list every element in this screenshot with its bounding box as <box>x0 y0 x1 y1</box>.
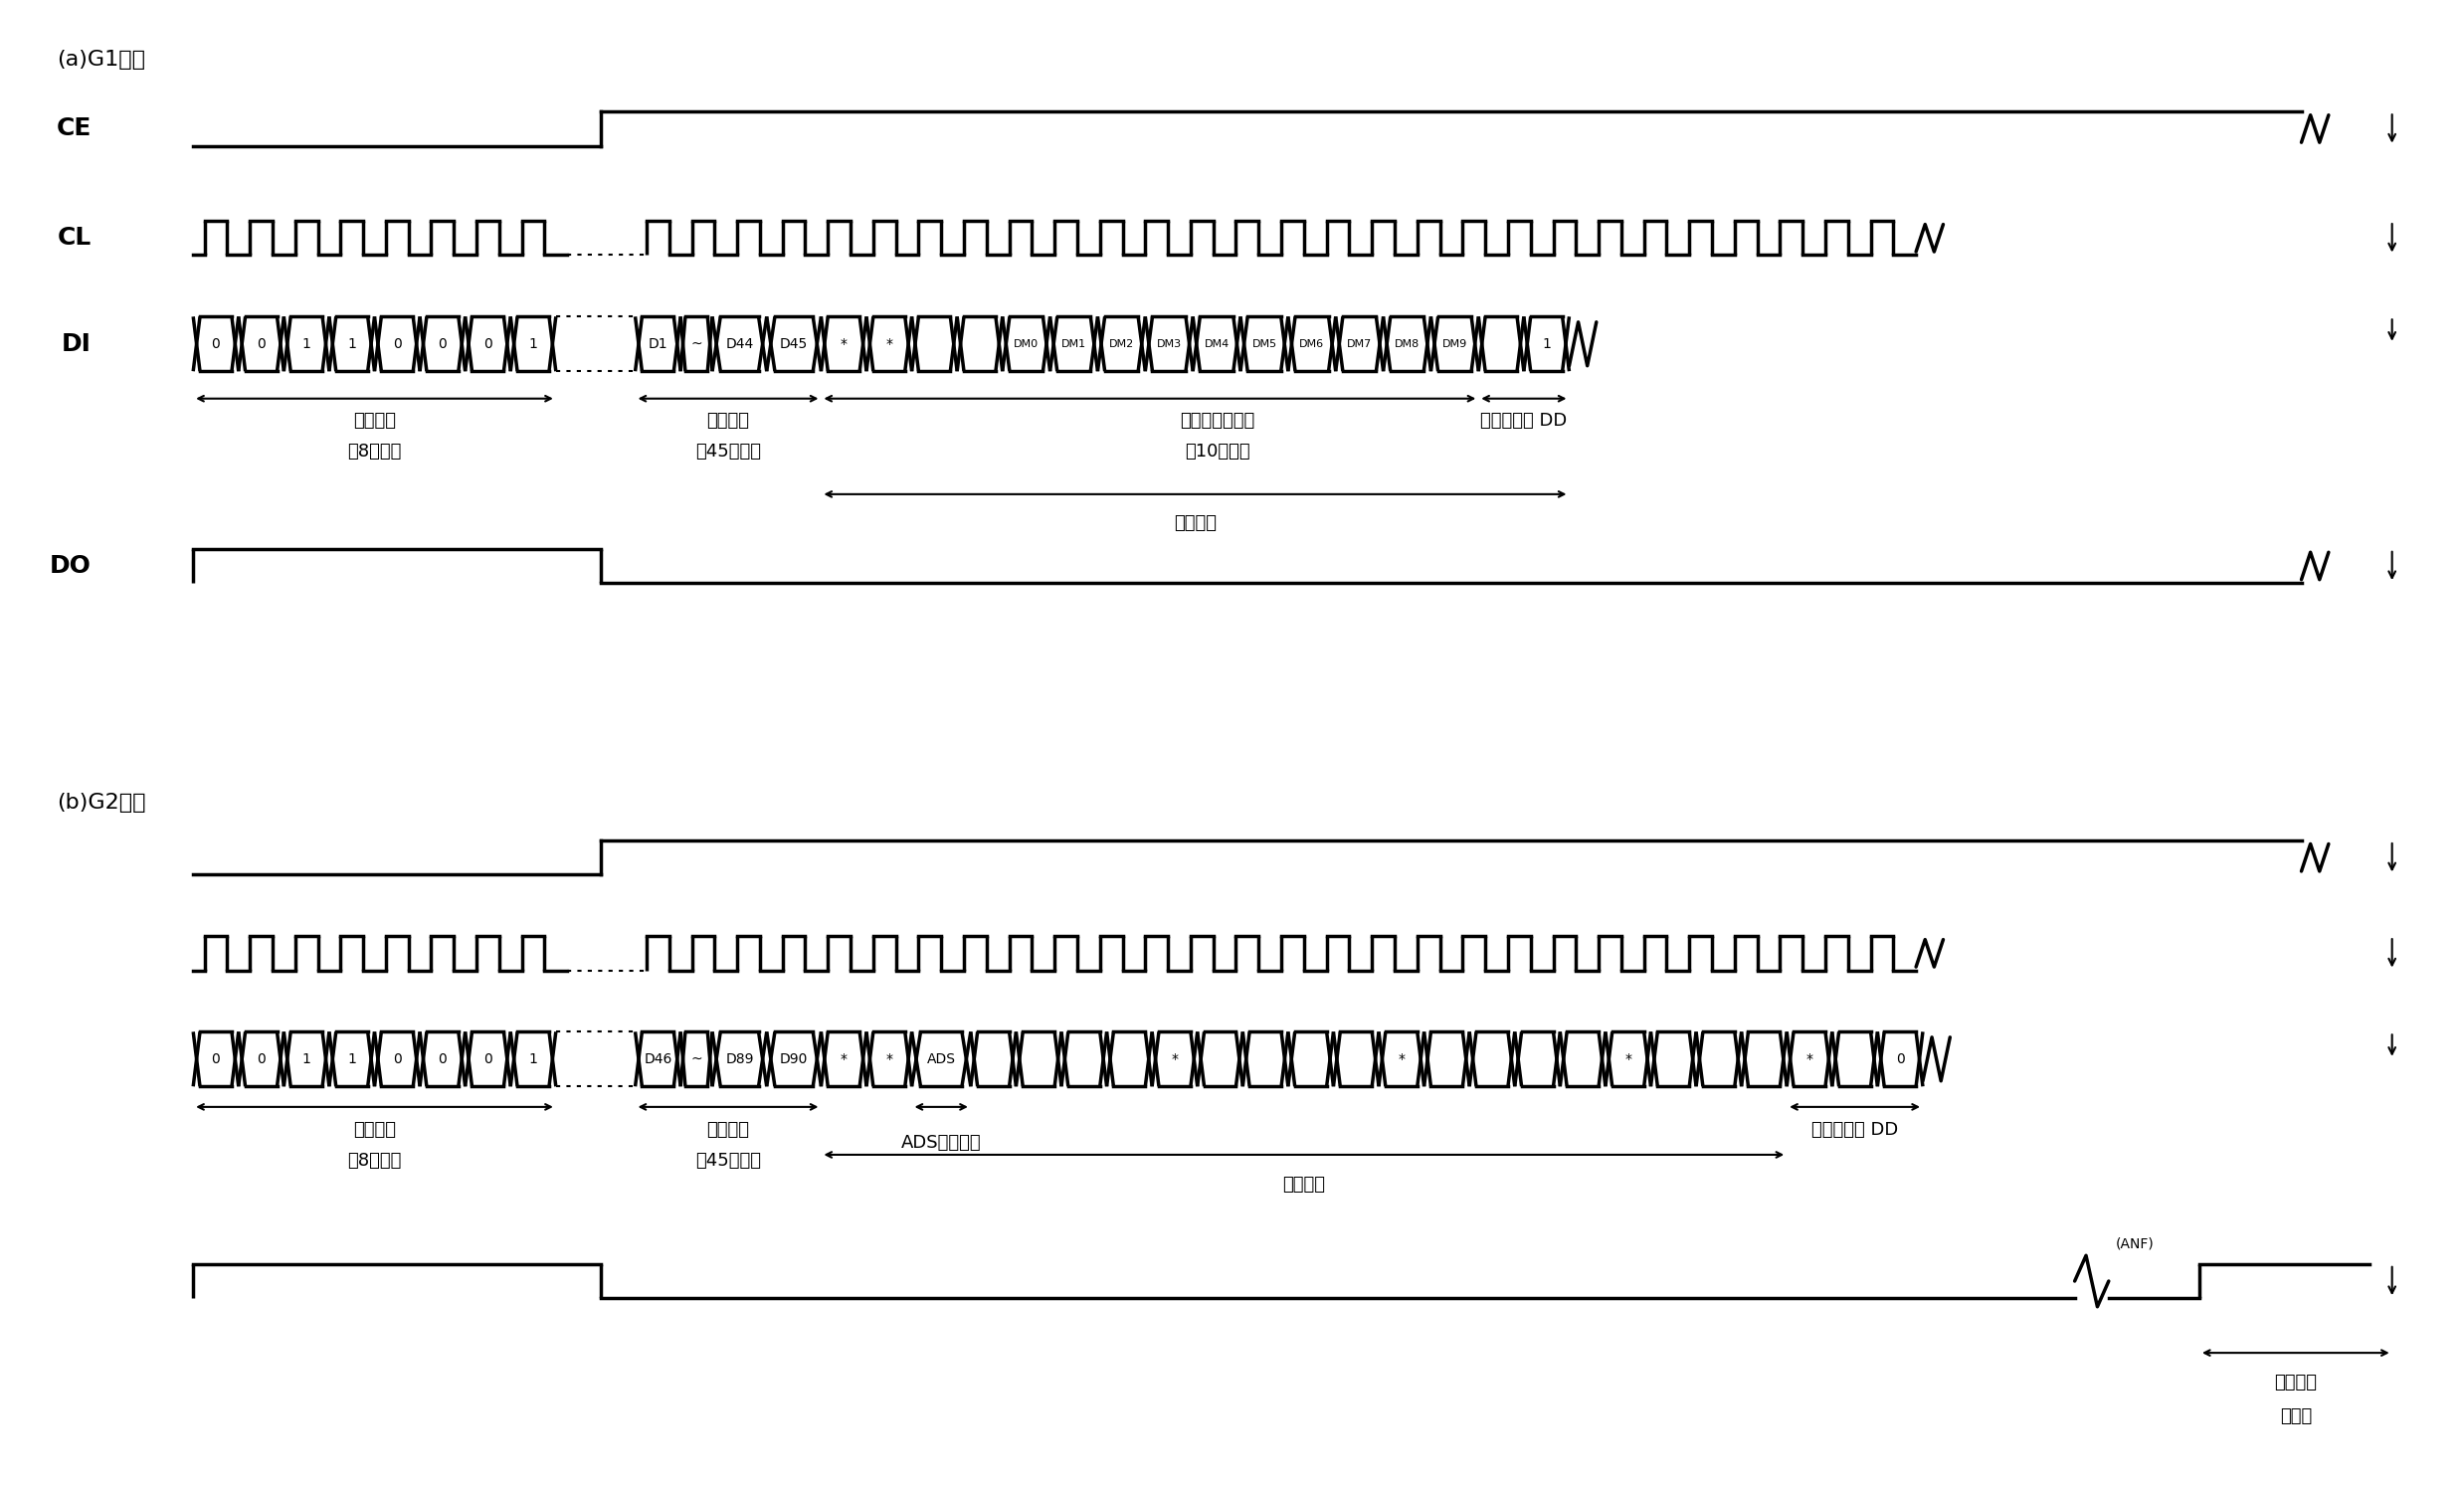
Text: DM3: DM3 <box>1156 339 1183 349</box>
Text: 0: 0 <box>256 1053 266 1066</box>
Text: CL: CL <box>57 226 91 249</box>
Text: D90: D90 <box>779 1053 808 1066</box>
Text: DM5: DM5 <box>1252 339 1276 349</box>
Text: *: * <box>1397 1053 1404 1066</box>
Text: DM4: DM4 <box>1205 339 1230 349</box>
Text: CE: CE <box>57 117 91 141</box>
Text: *: * <box>1624 1053 1631 1066</box>
Text: 0: 0 <box>256 337 266 350</box>
Text: 控制数据: 控制数据 <box>1284 1175 1326 1192</box>
Text: 1: 1 <box>347 337 357 350</box>
Text: DM7: DM7 <box>1348 339 1372 349</box>
Text: 0: 0 <box>392 337 402 350</box>
Text: （8比特）: （8比特） <box>347 1151 402 1169</box>
Text: *: * <box>1170 1053 1178 1066</box>
Text: 的检测: 的检测 <box>2279 1408 2311 1426</box>
Text: DI: DI <box>62 333 91 356</box>
Text: 栅格标识符 DD: 栅格标识符 DD <box>1811 1121 1897 1139</box>
Text: 0: 0 <box>439 337 446 350</box>
Text: 1: 1 <box>347 1053 357 1066</box>
Text: 0: 0 <box>483 337 493 350</box>
Text: 0: 0 <box>392 1053 402 1066</box>
Text: 总线地址: 总线地址 <box>352 413 397 431</box>
Text: 0: 0 <box>1895 1053 1905 1066</box>
Text: DO: DO <box>49 554 91 578</box>
Text: 0: 0 <box>212 1053 219 1066</box>
Text: （45比特）: （45比特） <box>695 443 761 460</box>
Text: ~: ~ <box>690 1053 702 1066</box>
Text: D1: D1 <box>648 337 668 350</box>
Text: *: * <box>885 337 892 350</box>
Text: DM9: DM9 <box>1441 339 1466 349</box>
Text: *: * <box>840 1053 848 1066</box>
Text: *: * <box>1806 1053 1814 1066</box>
Text: DM8: DM8 <box>1395 339 1419 349</box>
Text: D46: D46 <box>643 1053 673 1066</box>
Text: 1: 1 <box>303 1053 310 1066</box>
Text: 1: 1 <box>1542 337 1550 350</box>
Text: DM0: DM0 <box>1013 339 1040 349</box>
Text: 1: 1 <box>530 337 537 350</box>
Text: 1: 1 <box>303 337 310 350</box>
Text: DM1: DM1 <box>1062 339 1087 349</box>
Text: （8比特）: （8比特） <box>347 443 402 460</box>
Text: 0: 0 <box>483 1053 493 1066</box>
Text: 栅格标识符 DD: 栅格标识符 DD <box>1481 413 1567 431</box>
Text: (ANF): (ANF) <box>2117 1237 2154 1250</box>
Text: (b)G2序列: (b)G2序列 <box>57 793 145 812</box>
Text: D89: D89 <box>724 1053 754 1066</box>
Text: ADS设置数据: ADS设置数据 <box>902 1135 981 1152</box>
Text: D45: D45 <box>779 337 808 350</box>
Text: *: * <box>885 1053 892 1066</box>
Text: 显示数据: 显示数据 <box>707 413 749 431</box>
Text: 总线地址: 总线地址 <box>352 1121 397 1139</box>
Text: DM6: DM6 <box>1299 339 1323 349</box>
Text: DM2: DM2 <box>1109 339 1133 349</box>
Text: 0: 0 <box>212 337 219 350</box>
Text: D44: D44 <box>724 337 754 350</box>
Text: 显示数据: 显示数据 <box>707 1121 749 1139</box>
Text: （45比特）: （45比特） <box>695 1151 761 1169</box>
Text: 0: 0 <box>439 1053 446 1066</box>
Text: *: * <box>840 337 848 350</box>
Text: ADS: ADS <box>926 1053 956 1066</box>
Text: ~: ~ <box>690 337 702 350</box>
Text: 异常状态: 异常状态 <box>2274 1374 2316 1391</box>
Text: 控制数据: 控制数据 <box>1173 515 1217 533</box>
Text: 1: 1 <box>530 1053 537 1066</box>
Text: (a)G1序列: (a)G1序列 <box>57 50 145 70</box>
Text: （10比特）: （10比特） <box>1185 443 1249 460</box>
Text: 调光器调整数据: 调光器调整数据 <box>1180 413 1254 431</box>
